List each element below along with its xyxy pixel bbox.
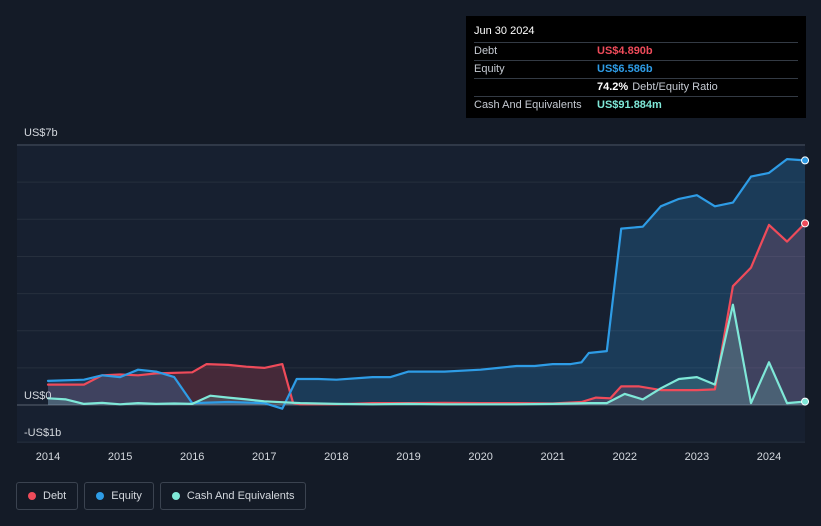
tooltip-rows: Debt US$4.890b Equity US$6.586b 74.2% Debt/Eq…	[474, 42, 798, 114]
x-tick-label: 2024	[757, 451, 781, 463]
tooltip-row-value: US$6.586b	[597, 63, 653, 75]
debt-line	[46, 222, 807, 406]
legend-label: Equity	[111, 490, 142, 502]
x-tick-label: 2019	[396, 451, 420, 463]
cash-and-equivalents-area	[48, 304, 805, 405]
series-areas	[48, 159, 805, 409]
x-axis-tick-labels: 2014 2015 2016 2017 2018 2019 2020 2021 2022 2023…	[36, 451, 781, 463]
x-tick-label: 2021	[540, 451, 564, 463]
legend-dot-icon	[171, 492, 180, 500]
tooltip-row-value: 74.2%	[597, 81, 629, 93]
cash-and-equivalents-line	[46, 303, 807, 406]
tooltip-row-value: US$4.890b	[597, 45, 653, 57]
tooltip-row: Debt US$4.890b	[474, 42, 798, 60]
tooltip-date: Jun 30 2024	[474, 25, 535, 37]
debt-area	[48, 223, 805, 405]
legend-item-equity[interactable]: Equity	[84, 482, 154, 510]
y-tick-label: US$0	[24, 390, 52, 402]
y-tick-label: US$7b	[24, 127, 58, 139]
x-tick-label: 2020	[468, 451, 492, 463]
x-tick-label: 2023	[685, 451, 709, 463]
cash-and-equivalents-end-marker	[801, 397, 810, 406]
x-tick-label: 2022	[613, 451, 637, 463]
tooltip-row-label: Cash And Equivalents	[474, 99, 582, 111]
tooltip-row-label	[474, 79, 597, 96]
equity-end-marker	[801, 156, 810, 165]
equity-area	[48, 159, 805, 409]
legend-label: Cash And Equivalents	[186, 490, 295, 502]
legend-dot-icon	[96, 492, 105, 500]
debt-end-marker	[801, 219, 810, 228]
tooltip-row-suffix: Debt/Equity Ratio	[632, 81, 718, 93]
tooltip-row-label: Debt	[474, 45, 498, 57]
legend-item-debt[interactable]: Debt	[16, 482, 79, 510]
tooltip-row-label: Equity	[474, 63, 505, 75]
y-tick-label: -US$1b	[24, 427, 61, 439]
series-lines	[46, 158, 807, 410]
tooltip-row-value: US$91.884m	[597, 99, 662, 111]
x-tick-label: 2014	[36, 451, 60, 463]
equity-line	[46, 158, 807, 410]
y-axis-tick-labels: US$7b US$0 -US$1b	[24, 127, 61, 439]
x-tick-label: 2016	[180, 451, 204, 463]
x-tick-label: 2015	[108, 451, 132, 463]
series-end-markers	[801, 156, 810, 406]
data-tooltip: Jun 30 2024 Debt US$4.890b Equity US$6.586b…	[466, 16, 806, 118]
legend-label: Debt	[43, 490, 67, 502]
tooltip-row: 74.2% Debt/Equity Ratio	[474, 78, 798, 96]
tooltip-row: Equity US$6.586b	[474, 60, 798, 78]
legend-dot-icon	[28, 492, 36, 500]
grid-lines	[17, 144, 805, 443]
chart-legend: Debt Equity Cash And Equivalents	[16, 482, 307, 510]
x-tick-label: 2018	[324, 451, 348, 463]
tooltip-row: Cash And Equivalents US$91.884m	[474, 96, 798, 114]
legend-item-cash-and-equivalents[interactable]: Cash And Equivalents	[159, 482, 307, 510]
x-tick-label: 2017	[252, 451, 276, 463]
